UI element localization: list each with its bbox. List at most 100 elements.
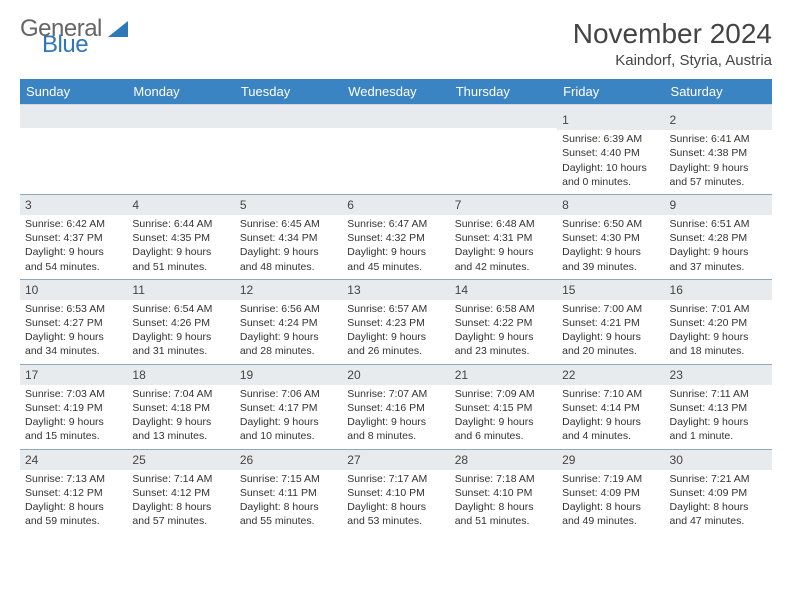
sunrise-text: Sunrise: 6:53 AM [25,302,122,316]
day-number: 16 [665,280,772,300]
daylight-text: Daylight: 9 hours and 23 minutes. [455,330,552,358]
daylight-text: Daylight: 9 hours and 51 minutes. [132,245,229,273]
day-cell: 9 Sunrise: 6:51 AMSunset: 4:28 PMDaylight… [665,195,772,279]
week-row: 1Sunrise: 6:39 AMSunset: 4:40 PMDaylight… [20,110,772,194]
day-cell: 15Sunrise: 7:00 AMSunset: 4:21 PMDayligh… [557,280,664,364]
calendar: SundayMondayTuesdayWednesdayThursdayFrid… [20,79,772,533]
day-number [342,110,449,128]
sunrise-text: Sunrise: 6:44 AM [132,217,229,231]
day-number: 28 [450,450,557,470]
sunset-text: Sunset: 4:32 PM [347,231,444,245]
daylight-text: Daylight: 9 hours and 34 minutes. [25,330,122,358]
day-cell [235,110,342,194]
day-number: 6 [342,195,449,215]
week-row: 10Sunrise: 6:53 AMSunset: 4:27 PMDayligh… [20,279,772,364]
sunrise-text: Sunrise: 7:04 AM [132,387,229,401]
day-cell: 20Sunrise: 7:07 AMSunset: 4:16 PMDayligh… [342,365,449,449]
day-cell: 5Sunrise: 6:45 AMSunset: 4:34 PMDaylight… [235,195,342,279]
sunset-text: Sunset: 4:22 PM [455,316,552,330]
sunrise-text: Sunrise: 6:57 AM [347,302,444,316]
logo: General Blue [20,18,128,55]
day-cell: 2Sunrise: 6:41 AMSunset: 4:38 PMDaylight… [665,110,772,194]
sunrise-text: Sunrise: 6:41 AM [670,132,767,146]
month-title: November 2024 [573,18,772,50]
day-cell: 12Sunrise: 6:56 AMSunset: 4:24 PMDayligh… [235,280,342,364]
day-number: 26 [235,450,342,470]
sunrise-text: Sunrise: 7:19 AM [562,472,659,486]
sunrise-text: Sunrise: 7:15 AM [240,472,337,486]
daylight-text: Daylight: 9 hours and 37 minutes. [670,245,767,273]
sunset-text: Sunset: 4:13 PM [670,401,767,415]
sunrise-text: Sunrise: 7:21 AM [670,472,767,486]
day-cell: 19Sunrise: 7:06 AMSunset: 4:17 PMDayligh… [235,365,342,449]
day-cell: 8Sunrise: 6:50 AMSunset: 4:30 PMDaylight… [557,195,664,279]
sunrise-text: Sunrise: 6:47 AM [347,217,444,231]
day-cell: 17Sunrise: 7:03 AMSunset: 4:19 PMDayligh… [20,365,127,449]
weekday-label: Thursday [450,79,557,104]
day-number [235,110,342,128]
daylight-text: Daylight: 9 hours and 6 minutes. [455,415,552,443]
sunset-text: Sunset: 4:10 PM [455,486,552,500]
sunset-text: Sunset: 4:27 PM [25,316,122,330]
sunrise-text: Sunrise: 7:18 AM [455,472,552,486]
weekday-label: Friday [557,79,664,104]
sunset-text: Sunset: 4:12 PM [25,486,122,500]
day-cell: 24Sunrise: 7:13 AMSunset: 4:12 PMDayligh… [20,450,127,534]
day-number: 15 [557,280,664,300]
sunrise-text: Sunrise: 6:51 AM [670,217,767,231]
day-number: 19 [235,365,342,385]
day-number: 25 [127,450,234,470]
sunset-text: Sunset: 4:15 PM [455,401,552,415]
sunset-text: Sunset: 4:16 PM [347,401,444,415]
daylight-text: Daylight: 9 hours and 10 minutes. [240,415,337,443]
daylight-text: Daylight: 9 hours and 39 minutes. [562,245,659,273]
sunset-text: Sunset: 4:09 PM [670,486,767,500]
daylight-text: Daylight: 9 hours and 57 minutes. [670,161,767,189]
daylight-text: Daylight: 8 hours and 59 minutes. [25,500,122,528]
day-cell: 11Sunrise: 6:54 AMSunset: 4:26 PMDayligh… [127,280,234,364]
weekday-header: SundayMondayTuesdayWednesdayThursdayFrid… [20,79,772,104]
day-number: 21 [450,365,557,385]
sunset-text: Sunset: 4:28 PM [670,231,767,245]
daylight-text: Daylight: 9 hours and 26 minutes. [347,330,444,358]
daylight-text: Daylight: 9 hours and 28 minutes. [240,330,337,358]
day-number: 22 [557,365,664,385]
day-number: 20 [342,365,449,385]
day-cell: 3Sunrise: 6:42 AMSunset: 4:37 PMDaylight… [20,195,127,279]
sunrise-text: Sunrise: 7:01 AM [670,302,767,316]
header: General Blue November 2024 Kaindorf, Sty… [20,18,772,69]
sunrise-text: Sunrise: 7:10 AM [562,387,659,401]
day-cell: 29Sunrise: 7:19 AMSunset: 4:09 PMDayligh… [557,450,664,534]
day-cell: 18Sunrise: 7:04 AMSunset: 4:18 PMDayligh… [127,365,234,449]
week-row: 17Sunrise: 7:03 AMSunset: 4:19 PMDayligh… [20,364,772,449]
daylight-text: Daylight: 9 hours and 42 minutes. [455,245,552,273]
weekday-label: Saturday [665,79,772,104]
daylight-text: Daylight: 9 hours and 1 minute. [670,415,767,443]
day-number: 30 [665,450,772,470]
day-cell: 28 Sunrise: 7:18 AMSunset: 4:10 PMDayligh… [450,450,557,534]
daylight-text: Daylight: 9 hours and 18 minutes. [670,330,767,358]
day-number: 9 [665,195,772,215]
daylight-text: Daylight: 8 hours and 53 minutes. [347,500,444,528]
day-number: 18 [127,365,234,385]
sunset-text: Sunset: 4:18 PM [132,401,229,415]
sunset-text: Sunset: 4:21 PM [562,316,659,330]
day-number [450,110,557,128]
sunset-text: Sunset: 4:14 PM [562,401,659,415]
sunrise-text: Sunrise: 7:09 AM [455,387,552,401]
title-block: November 2024 Kaindorf, Styria, Austria [573,18,772,69]
weekday-label: Sunday [20,79,127,104]
daylight-text: Daylight: 9 hours and 31 minutes. [132,330,229,358]
sunrise-text: Sunrise: 7:14 AM [132,472,229,486]
daylight-text: Daylight: 8 hours and 51 minutes. [455,500,552,528]
day-cell: 25Sunrise: 7:14 AMSunset: 4:12 PMDayligh… [127,450,234,534]
sunset-text: Sunset: 4:26 PM [132,316,229,330]
daylight-text: Daylight: 9 hours and 15 minutes. [25,415,122,443]
sunset-text: Sunset: 4:19 PM [25,401,122,415]
sunrise-text: Sunrise: 6:54 AM [132,302,229,316]
daylight-text: Daylight: 9 hours and 4 minutes. [562,415,659,443]
day-cell: 13Sunrise: 6:57 AMSunset: 4:23 PMDayligh… [342,280,449,364]
daylight-text: Daylight: 9 hours and 45 minutes. [347,245,444,273]
sunset-text: Sunset: 4:37 PM [25,231,122,245]
sunrise-text: Sunrise: 7:07 AM [347,387,444,401]
